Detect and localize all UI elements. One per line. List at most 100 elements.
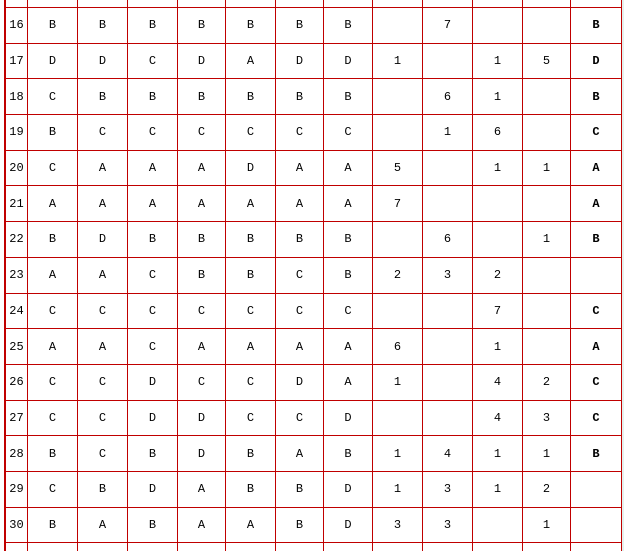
choice-cell: A: [128, 150, 177, 186]
answer-cell: [571, 257, 621, 293]
choice-cell: B: [128, 222, 177, 257]
choice-cell: A: [276, 150, 323, 186]
choice-cell: D: [128, 471, 177, 507]
choice-cell: A: [226, 186, 275, 222]
count-cell: [423, 293, 472, 329]
row-number-cell: 30: [6, 507, 27, 543]
clipped-row-cell: [78, 543, 127, 551]
row-number-cell: 23: [6, 257, 27, 293]
choice-cell: B: [178, 8, 225, 43]
choice-cell: A: [78, 329, 127, 364]
choice-cell: B: [324, 257, 372, 293]
choice-cell: D: [28, 43, 77, 79]
row-number-cell: 24: [6, 293, 27, 329]
count-cell: [423, 329, 472, 364]
choice-cell: B: [28, 436, 77, 471]
choice-cell: B: [276, 507, 323, 543]
choice-cell: A: [178, 186, 225, 222]
count-cell: [373, 222, 422, 257]
count-cell: [423, 150, 472, 186]
row-number-cell: 20: [6, 150, 27, 186]
answer-cell: C: [571, 115, 621, 150]
count-cell: [523, 8, 570, 43]
choice-cell: B: [276, 222, 323, 257]
choice-cell: A: [78, 150, 127, 186]
count-cell: [373, 115, 422, 150]
count-cell: 6: [373, 329, 422, 364]
choice-cell: B: [28, 507, 77, 543]
count-cell: 1: [373, 471, 422, 507]
count-cell: [523, 186, 570, 222]
count-cell: [523, 329, 570, 364]
choice-cell: B: [78, 471, 127, 507]
clipped-row-cell: [324, 0, 372, 7]
choice-cell: A: [324, 329, 372, 364]
choice-cell: D: [78, 43, 127, 79]
choice-cell: C: [226, 400, 275, 436]
count-cell: 6: [473, 115, 522, 150]
choice-cell: C: [28, 79, 77, 115]
answer-cell: [571, 507, 621, 543]
clipped-row-cell: [78, 0, 127, 7]
count-cell: 4: [473, 400, 522, 436]
choice-cell: A: [324, 364, 372, 400]
choice-cell: A: [28, 257, 77, 293]
count-cell: 1: [473, 150, 522, 186]
count-cell: 1: [523, 507, 570, 543]
count-cell: 1: [373, 436, 422, 471]
choice-cell: A: [178, 507, 225, 543]
choice-cell: C: [226, 115, 275, 150]
count-cell: 5: [373, 150, 422, 186]
choice-cell: C: [276, 293, 323, 329]
choice-cell: B: [128, 8, 177, 43]
answer-cell: B: [571, 436, 621, 471]
clipped-row-cell: [276, 543, 323, 551]
choice-cell: B: [226, 8, 275, 43]
clipped-row-cell: [178, 543, 225, 551]
count-cell: [373, 293, 422, 329]
clipped-row-cell: [324, 543, 372, 551]
clipped-row-cell: [6, 0, 27, 7]
clipped-row-cell: [373, 0, 422, 7]
choice-cell: A: [324, 150, 372, 186]
clipped-row-cell: [473, 543, 522, 551]
row-number-cell: 28: [6, 436, 27, 471]
page-background-strip: [622, 0, 624, 551]
count-cell: 2: [473, 257, 522, 293]
count-cell: 1: [423, 115, 472, 150]
choice-cell: D: [324, 471, 372, 507]
choice-cell: B: [324, 79, 372, 115]
count-cell: 2: [373, 257, 422, 293]
count-cell: 1: [373, 43, 422, 79]
choice-cell: B: [28, 8, 77, 43]
clipped-row-cell: [571, 0, 621, 7]
answer-cell: C: [571, 364, 621, 400]
row-number-cell: 16: [6, 8, 27, 43]
count-cell: 1: [473, 471, 522, 507]
choice-cell: D: [276, 364, 323, 400]
choice-cell: C: [78, 293, 127, 329]
choice-cell: D: [78, 222, 127, 257]
answer-cell: D: [571, 43, 621, 79]
clipped-row-cell: [28, 543, 77, 551]
choice-cell: C: [276, 257, 323, 293]
choice-cell: B: [178, 257, 225, 293]
count-cell: [473, 507, 522, 543]
count-cell: [423, 364, 472, 400]
clipped-row-cell: [226, 543, 275, 551]
answer-cell: B: [571, 222, 621, 257]
count-cell: 1: [473, 43, 522, 79]
answer-cell: A: [571, 186, 621, 222]
choice-cell: C: [28, 400, 77, 436]
count-cell: [423, 186, 472, 222]
count-cell: [423, 400, 472, 436]
row-number-cell: 29: [6, 471, 27, 507]
count-cell: 3: [423, 507, 472, 543]
count-cell: 3: [373, 507, 422, 543]
choice-cell: A: [324, 186, 372, 222]
count-cell: [523, 79, 570, 115]
count-cell: 5: [523, 43, 570, 79]
choice-cell: D: [324, 43, 372, 79]
choice-cell: A: [78, 257, 127, 293]
